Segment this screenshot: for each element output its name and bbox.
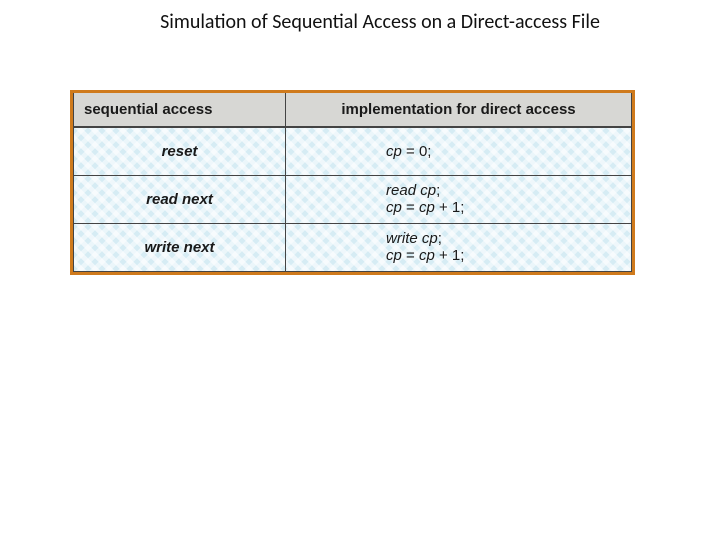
- col-header-sequential: sequential access: [74, 93, 286, 127]
- table-row: write next write cp; cp = cp + 1;: [74, 223, 632, 271]
- seq-op: reset: [74, 127, 286, 175]
- table-row: reset cp = 0;: [74, 127, 632, 175]
- seq-op: read next: [74, 175, 286, 223]
- impl-line: read cp;: [386, 182, 621, 199]
- impl-line: cp = cp + 1;: [386, 199, 621, 216]
- impl-line: cp = 0;: [386, 143, 621, 160]
- impl-cell: read cp; cp = cp + 1;: [286, 175, 632, 223]
- impl-line: cp = cp + 1;: [386, 247, 621, 264]
- impl-line: write cp;: [386, 230, 621, 247]
- col-header-implementation: implementation for direct access: [286, 93, 632, 127]
- impl-cell: write cp; cp = cp + 1;: [286, 223, 632, 271]
- table-row: read next read cp; cp = cp + 1;: [74, 175, 632, 223]
- seq-op: write next: [74, 223, 286, 271]
- table-header-row: sequential access implementation for dir…: [74, 93, 632, 127]
- table: sequential access implementation for dir…: [73, 93, 632, 272]
- impl-cell: cp = 0;: [286, 127, 632, 175]
- simulation-table: sequential access implementation for dir…: [70, 90, 635, 275]
- slide-title: Simulation of Sequential Access on a Dir…: [0, 10, 720, 34]
